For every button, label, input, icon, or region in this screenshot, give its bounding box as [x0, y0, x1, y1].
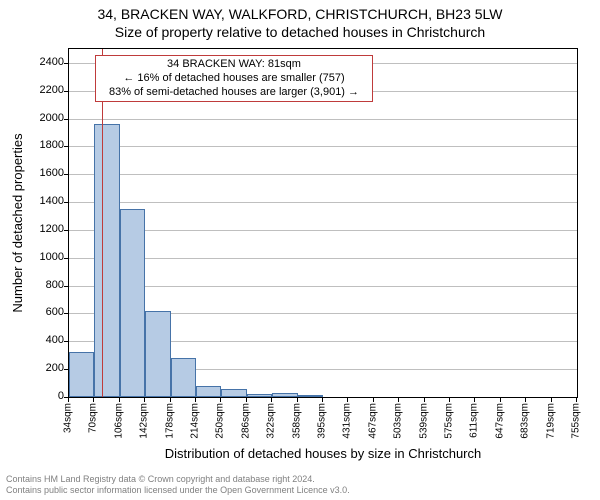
y-tick-label: 800	[24, 279, 64, 291]
x-tick-label: 611sqm	[469, 403, 480, 438]
x-tick-label: 431sqm	[342, 403, 353, 439]
gridline	[69, 230, 577, 231]
y-tick-label: 400	[24, 334, 64, 346]
histogram-bar	[171, 358, 196, 397]
y-tick-label: 2200	[24, 84, 64, 96]
x-tick-mark	[271, 398, 272, 402]
x-tick-mark	[246, 398, 247, 402]
x-tick-mark	[398, 398, 399, 402]
x-tick-label: 647sqm	[494, 403, 505, 439]
x-tick-mark	[68, 398, 69, 402]
x-tick-label: 322sqm	[266, 403, 277, 439]
chart-root: 34, BRACKEN WAY, WALKFORD, CHRISTCHURCH,…	[0, 0, 600, 500]
y-tick-label: 0	[24, 390, 64, 402]
attribution-footer: Contains HM Land Registry data © Crown c…	[6, 474, 350, 496]
y-tick-label: 1600	[24, 167, 64, 179]
y-tick-mark	[64, 258, 69, 259]
y-tick-label: 1000	[24, 251, 64, 263]
footer-line2: Contains public sector information licen…	[6, 485, 350, 496]
y-tick-mark	[64, 286, 69, 287]
x-tick-label: 286sqm	[240, 403, 251, 439]
x-tick-label: 34sqm	[63, 403, 74, 433]
y-tick-mark	[64, 313, 69, 314]
y-tick-label: 1400	[24, 195, 64, 207]
x-tick-label: 539sqm	[418, 403, 429, 439]
x-tick-label: 575sqm	[444, 403, 455, 439]
x-tick-mark	[551, 398, 552, 402]
x-tick-label: 358sqm	[291, 403, 302, 439]
x-tick-label: 70sqm	[88, 403, 99, 433]
x-tick-mark	[424, 398, 425, 402]
x-tick-label: 503sqm	[393, 403, 404, 439]
y-tick-mark	[64, 63, 69, 64]
histogram-bar	[196, 386, 221, 397]
x-tick-mark	[144, 398, 145, 402]
x-tick-label: 214sqm	[190, 403, 201, 439]
y-tick-label: 600	[24, 306, 64, 318]
histogram-bar	[298, 395, 323, 398]
x-tick-mark	[170, 398, 171, 402]
annotation-line: 34 BRACKEN WAY: 81sqm	[102, 58, 366, 72]
y-tick-mark	[64, 91, 69, 92]
x-tick-label: 106sqm	[113, 403, 124, 439]
x-tick-mark	[500, 398, 501, 402]
x-tick-label: 755sqm	[571, 403, 582, 439]
x-tick-mark	[449, 398, 450, 402]
y-tick-mark	[64, 174, 69, 175]
x-tick-mark	[525, 398, 526, 402]
y-tick-mark	[64, 230, 69, 231]
y-tick-mark	[64, 119, 69, 120]
x-tick-label: 719sqm	[545, 403, 556, 439]
x-tick-label: 395sqm	[317, 403, 328, 439]
histogram-bar	[69, 352, 94, 397]
x-tick-mark	[93, 398, 94, 402]
x-tick-label: 683sqm	[520, 403, 531, 439]
x-tick-label: 142sqm	[139, 403, 150, 439]
histogram-bar	[94, 124, 119, 397]
x-tick-mark	[322, 398, 323, 402]
y-tick-label: 1800	[24, 139, 64, 151]
y-axis-ticks: 0200400600800100012001400160018002000220…	[0, 48, 64, 398]
x-tick-label: 178sqm	[164, 403, 175, 439]
gridline	[69, 258, 577, 259]
y-tick-mark	[64, 202, 69, 203]
page-title-line1: 34, BRACKEN WAY, WALKFORD, CHRISTCHURCH,…	[0, 6, 600, 22]
gridline	[69, 202, 577, 203]
x-tick-mark	[119, 398, 120, 402]
x-tick-mark	[474, 398, 475, 402]
x-tick-label: 250sqm	[215, 403, 226, 439]
y-tick-label: 200	[24, 362, 64, 374]
histogram-bar	[247, 394, 272, 397]
gridline	[69, 119, 577, 120]
y-tick-mark	[64, 146, 69, 147]
x-tick-mark	[373, 398, 374, 402]
x-tick-mark	[576, 398, 577, 402]
histogram-bar	[221, 389, 246, 397]
footer-line1: Contains HM Land Registry data © Crown c…	[6, 474, 350, 485]
y-tick-label: 2000	[24, 112, 64, 124]
x-tick-mark	[220, 398, 221, 402]
x-axis-label: Distribution of detached houses by size …	[68, 446, 578, 461]
histogram-bar	[120, 209, 145, 397]
y-tick-mark	[64, 341, 69, 342]
x-tick-mark	[297, 398, 298, 402]
gridline	[69, 174, 577, 175]
histogram-bar	[272, 393, 297, 397]
x-tick-label: 467sqm	[367, 403, 378, 439]
y-tick-label: 1200	[24, 223, 64, 235]
chart-plot-area: 34 BRACKEN WAY: 81sqm← 16% of detached h…	[68, 48, 578, 398]
y-tick-label: 2400	[24, 56, 64, 68]
annotation-line: 83% of semi-detached houses are larger (…	[102, 86, 366, 100]
annotation-line: ← 16% of detached houses are smaller (75…	[102, 72, 366, 86]
x-tick-mark	[347, 398, 348, 402]
x-tick-mark	[195, 398, 196, 402]
gridline	[69, 286, 577, 287]
histogram-bar	[145, 311, 170, 397]
gridline	[69, 146, 577, 147]
annotation-box: 34 BRACKEN WAY: 81sqm← 16% of detached h…	[95, 55, 373, 102]
page-title-line2: Size of property relative to detached ho…	[0, 24, 600, 40]
